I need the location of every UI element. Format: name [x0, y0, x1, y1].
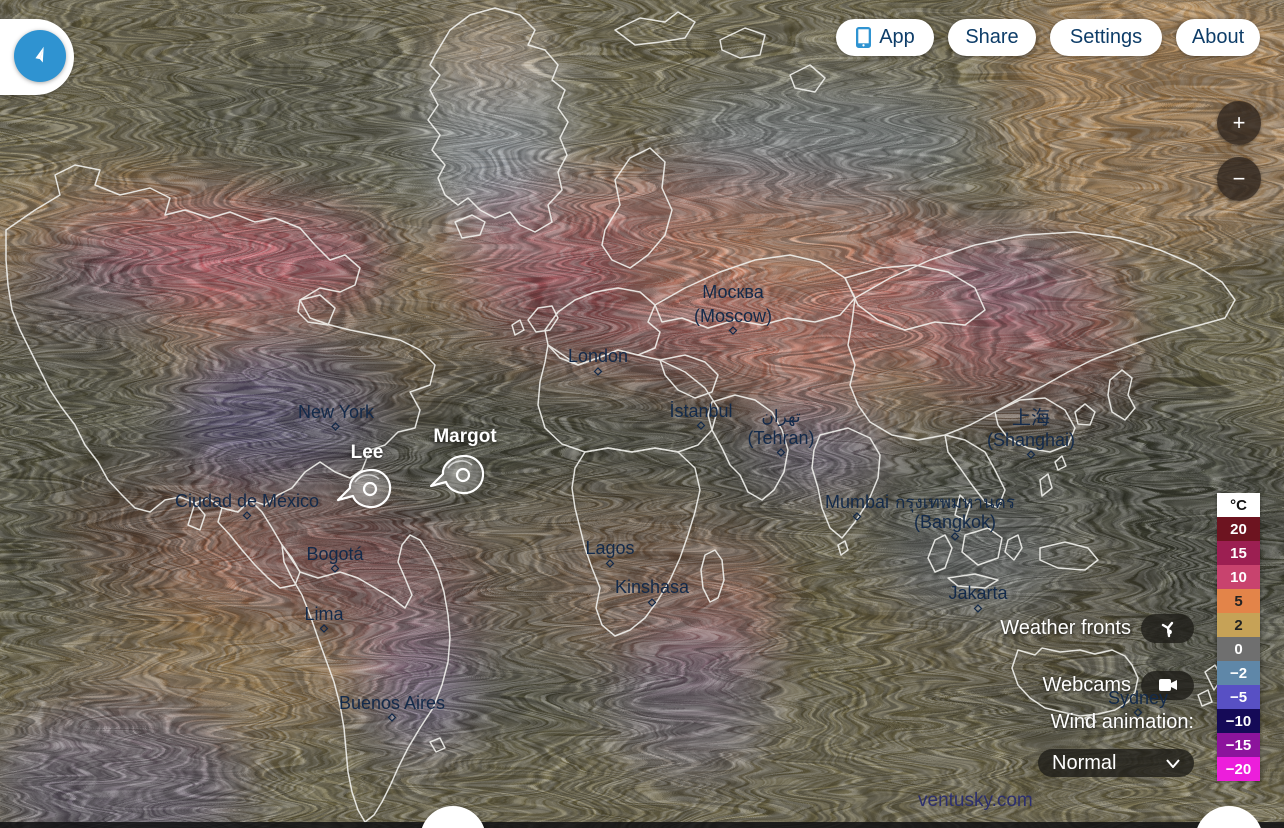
svg-text:London: London — [568, 346, 628, 366]
svg-text:(Bangkok): (Bangkok) — [914, 512, 996, 532]
svg-text:İstanbul: İstanbul — [669, 401, 732, 421]
svg-text:Lagos: Lagos — [585, 538, 634, 558]
svg-text:Kinshasa: Kinshasa — [615, 577, 690, 597]
svg-text:Sydney: Sydney — [1108, 688, 1168, 708]
svg-text:Buenos Aires: Buenos Aires — [339, 693, 445, 713]
svg-text:Ciudad de México: Ciudad de México — [175, 491, 319, 511]
svg-text:(Tehran): (Tehran) — [747, 428, 814, 448]
svg-text:Mumbai: Mumbai — [825, 492, 889, 512]
svg-text:Bogotá: Bogotá — [306, 544, 364, 564]
svg-text:Lima: Lima — [304, 604, 344, 624]
svg-text:New York: New York — [298, 402, 375, 422]
svg-text:تهران: تهران — [761, 407, 800, 427]
svg-text:(Shanghai): (Shanghai) — [987, 430, 1075, 450]
svg-text:กรุงเทพมหานคร: กรุงเทพมหานคร — [895, 493, 1015, 513]
svg-text:Москва: Москва — [702, 282, 764, 302]
svg-text:(Moscow): (Moscow) — [694, 306, 772, 326]
svg-text:上海: 上海 — [1012, 407, 1050, 429]
svg-text:Jakarta: Jakarta — [948, 583, 1008, 603]
